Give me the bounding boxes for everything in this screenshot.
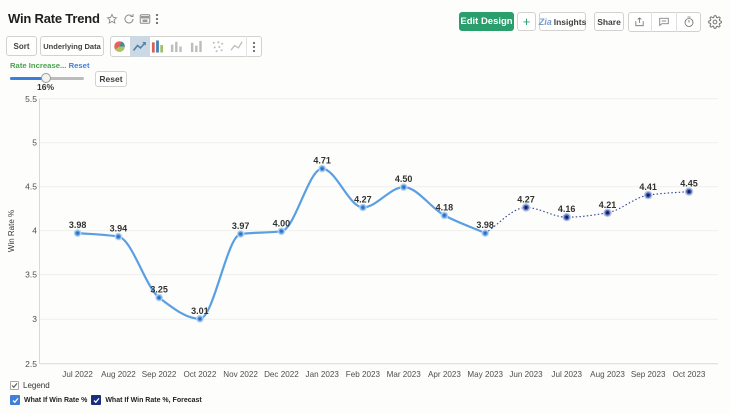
svg-text:3.94: 3.94 xyxy=(110,224,128,234)
svg-text:5: 5 xyxy=(32,138,37,148)
svg-text:Mar 2023: Mar 2023 xyxy=(387,370,422,379)
svg-text:3.98: 3.98 xyxy=(476,220,494,230)
svg-text:May 2023: May 2023 xyxy=(467,370,503,379)
svg-text:3.5: 3.5 xyxy=(25,270,37,280)
svg-text:Feb 2023: Feb 2023 xyxy=(346,370,381,379)
svg-text:Win Rate %: Win Rate % xyxy=(7,210,16,252)
svg-text:2.5: 2.5 xyxy=(25,359,37,369)
svg-text:Jul 2023: Jul 2023 xyxy=(551,370,582,379)
svg-text:Dec 2022: Dec 2022 xyxy=(264,370,299,379)
svg-text:4.16: 4.16 xyxy=(558,204,576,214)
svg-text:Aug 2023: Aug 2023 xyxy=(590,370,625,379)
svg-text:4.27: 4.27 xyxy=(354,195,372,205)
svg-text:Jul 2022: Jul 2022 xyxy=(62,370,93,379)
svg-text:4.00: 4.00 xyxy=(273,218,291,228)
svg-text:5.5: 5.5 xyxy=(25,94,37,104)
svg-text:3.97: 3.97 xyxy=(232,221,250,231)
svg-text:3.98: 3.98 xyxy=(69,220,87,230)
svg-text:4: 4 xyxy=(32,226,37,236)
svg-text:Sep 2022: Sep 2022 xyxy=(142,370,177,379)
svg-text:3.25: 3.25 xyxy=(150,285,168,295)
svg-text:3.01: 3.01 xyxy=(191,306,209,316)
svg-text:Aug 2022: Aug 2022 xyxy=(101,370,136,379)
svg-text:4.21: 4.21 xyxy=(599,200,617,210)
svg-text:Jan 2023: Jan 2023 xyxy=(306,370,340,379)
svg-text:4.45: 4.45 xyxy=(680,179,698,189)
svg-text:Sep 2023: Sep 2023 xyxy=(631,370,666,379)
svg-text:4.71: 4.71 xyxy=(313,156,331,166)
svg-text:Nov 2022: Nov 2022 xyxy=(223,370,258,379)
svg-text:4.41: 4.41 xyxy=(639,182,657,192)
svg-text:3: 3 xyxy=(32,314,37,324)
svg-text:Oct 2023: Oct 2023 xyxy=(673,370,706,379)
svg-text:Apr 2023: Apr 2023 xyxy=(428,370,461,379)
svg-text:4.18: 4.18 xyxy=(436,202,454,212)
svg-text:Jun 2023: Jun 2023 xyxy=(509,370,543,379)
svg-text:4.5: 4.5 xyxy=(25,182,37,192)
svg-text:Oct 2022: Oct 2022 xyxy=(183,370,216,379)
svg-text:4.27: 4.27 xyxy=(517,195,535,205)
svg-text:4.50: 4.50 xyxy=(395,174,413,184)
